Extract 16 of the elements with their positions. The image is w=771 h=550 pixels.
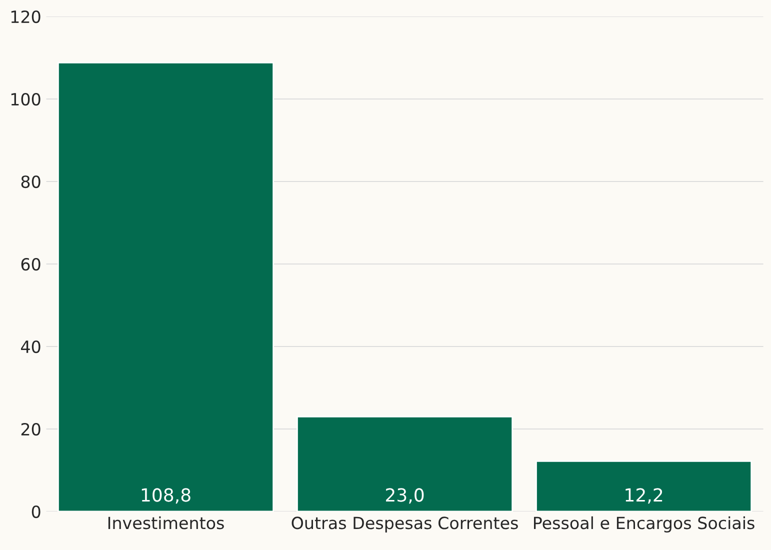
bar <box>296 416 514 512</box>
y-tick-label: 120 <box>11 10 40 24</box>
y-tick-label: 80 <box>21 175 40 188</box>
x-tick-label: Investimentos <box>108 516 224 530</box>
x-tick-label: Pessoal e Encargos Sociais <box>534 516 754 532</box>
y-tick-label: 100 <box>11 92 40 106</box>
y-tick-label: 20 <box>21 422 40 436</box>
data-label: 108,8 <box>142 488 190 504</box>
y-tick-label: 40 <box>21 340 40 354</box>
y-tick-label: 0 <box>32 505 40 518</box>
data-label: 23,0 <box>386 488 424 504</box>
y-tick-label: 60 <box>21 258 40 271</box>
bar <box>536 460 752 512</box>
data-label: 12,2 <box>626 488 662 504</box>
x-tick-label: Outras Despesas Correntes <box>292 516 518 532</box>
bar <box>58 62 274 512</box>
